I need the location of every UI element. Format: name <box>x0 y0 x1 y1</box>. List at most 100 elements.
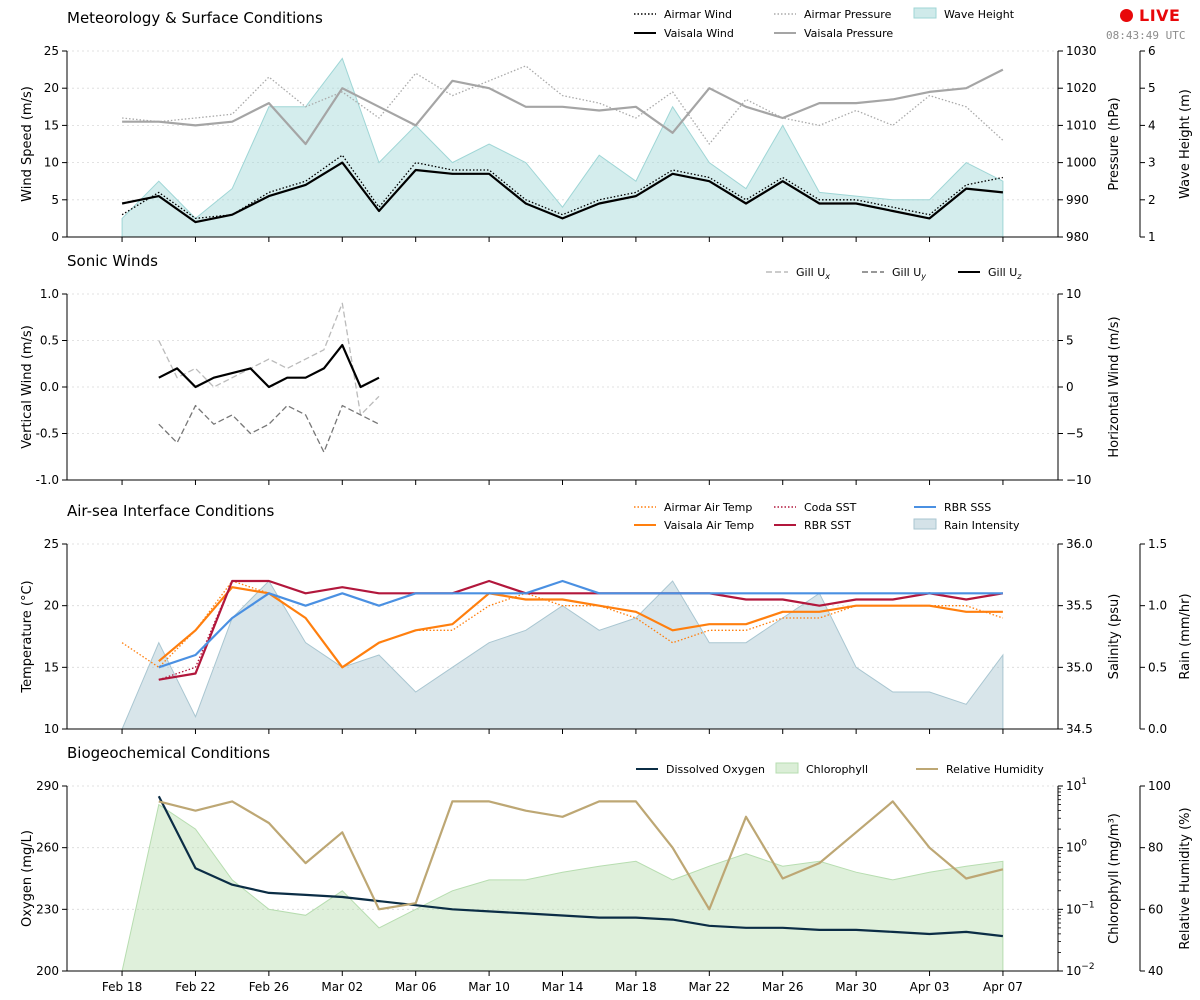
legend-entry-coda-sst: Coda SST <box>774 501 857 514</box>
y2-tick-label: 1010 <box>1066 118 1097 132</box>
utc-clock: 08:43:49 UTC <box>1106 29 1186 42</box>
legend-label: Gill Ux <box>796 266 830 281</box>
legend-label: Vaisala Air Temp <box>664 519 754 532</box>
y3-tick-label: 6 <box>1148 44 1156 58</box>
series-gill-u-x <box>158 302 380 416</box>
legend-swatch <box>913 7 937 19</box>
y2-tick-label: 35.5 <box>1066 599 1093 613</box>
legend-label: Chlorophyll <box>806 763 868 776</box>
panel-biogeochemical-conditions: Biogeochemical Conditions 200 230 260 290 Oxy… <box>20 744 1193 994</box>
y2-tick-label: 1000 <box>1066 156 1097 170</box>
series-vaisala-air-temp <box>158 586 1003 669</box>
x-tick-label: Mar 30 <box>835 980 877 994</box>
legend-label: Coda SST <box>804 501 857 514</box>
y2-axis-label: Salinity (psu) <box>1107 594 1122 680</box>
series-vaisala-wind <box>121 161 1004 224</box>
series-rbr-sst <box>158 579 1004 681</box>
panel-title: Sonic Winds <box>67 252 158 270</box>
y-tick-label: 25 <box>44 44 59 58</box>
y3-axis-label: Wave Height (m) <box>1178 89 1193 199</box>
y-axis-label: Temperature (°C) <box>20 580 35 693</box>
y2-tick-label: 101 <box>1066 777 1087 793</box>
x-tick-label: Mar 26 <box>762 980 804 994</box>
legend-label: Vaisala Wind <box>664 27 734 40</box>
y3-tick-label: 2 <box>1148 193 1156 207</box>
legend-entry-gill-u-y: Gill Uy <box>862 266 926 281</box>
y2-tick-label: 34.5 <box>1066 722 1093 736</box>
y-tick-label: 0.5 <box>40 334 59 348</box>
y3-tick-label: 3 <box>1148 156 1156 170</box>
y2-tick-label: −5 <box>1066 427 1084 441</box>
legend-label: Vaisala Pressure <box>804 27 893 40</box>
y-tick-label: 20 <box>44 81 59 95</box>
y2-tick-exponent: 0 <box>1081 839 1087 849</box>
x-tick-label: Mar 10 <box>468 980 510 994</box>
panel-air-sea-interface-conditions: Air-sea Interface Conditions 10 15 20 25 Temp… <box>20 501 1193 736</box>
x-tick-label: Mar 02 <box>321 980 363 994</box>
y2-tick-label: 0 <box>1066 380 1074 394</box>
y-tick-label: 0.0 <box>40 380 59 394</box>
live-label: LIVE <box>1139 5 1181 25</box>
panel-title: Air-sea Interface Conditions <box>67 502 275 520</box>
y2-tick-exponent: 1 <box>1081 777 1087 787</box>
legend-entry-airmar-pressure: Airmar Pressure <box>774 8 892 21</box>
y-tick-label: 10 <box>44 156 59 170</box>
y-tick-label: 1.0 <box>40 287 59 301</box>
x-tick-label: Mar 22 <box>688 980 730 994</box>
legend-entry-vaisala-pressure: Vaisala Pressure <box>774 27 893 40</box>
y2-tick-label: 10 <box>1066 287 1081 301</box>
legend-swatch <box>775 762 799 774</box>
legend-entry-rain-intensity: Rain Intensity <box>913 518 1020 532</box>
legend-label-subscript: z <box>1016 272 1022 281</box>
legend-label: Airmar Pressure <box>804 8 892 21</box>
y2-tick-label: 100 <box>1066 839 1087 855</box>
y2-axis-label: Pressure (hPa) <box>1107 97 1122 190</box>
x-tick-label: Feb 22 <box>175 980 215 994</box>
y3-tick-label: 1.0 <box>1148 599 1167 613</box>
y2-axis-label: Horizontal Wind (m/s) <box>1107 316 1122 457</box>
y3-tick-label: 5 <box>1148 81 1156 95</box>
y2-tick-label: 35.0 <box>1066 660 1093 674</box>
legend-label-subscript: x <box>824 272 830 281</box>
y-tick-label: 0 <box>51 230 59 244</box>
x-tick-label: Feb 18 <box>102 980 142 994</box>
legend-entry-gill-u-z: Gill Uz <box>958 266 1022 281</box>
panel-title: Meteorology & Surface Conditions <box>67 9 323 27</box>
panel-sonic-winds: Sonic Winds -1.0 -0.5 0.0 0.5 1.0 Vertical Win… <box>20 252 1122 487</box>
y-tick-label: 260 <box>36 841 59 855</box>
legend-entry-vaisala-wind: Vaisala Wind <box>634 27 734 40</box>
y-axis-label: Oxygen (mg/L) <box>20 830 35 927</box>
y-tick-label: 290 <box>36 779 59 793</box>
y2-tick-label: −10 <box>1066 473 1091 487</box>
y-axis-label: Vertical Wind (m/s) <box>20 325 35 449</box>
y2-tick-exponent: −2 <box>1081 962 1094 972</box>
y-tick-label: 15 <box>44 118 59 132</box>
legend-entry-relative-humidity: Relative Humidity <box>916 763 1044 776</box>
y2-tick-label: 1020 <box>1066 81 1097 95</box>
y3-tick-label: 60 <box>1148 902 1163 916</box>
series-rbr-sss <box>158 579 1003 669</box>
legend-label: RBR SSS <box>944 501 991 514</box>
x-tick-label: Apr 03 <box>910 980 950 994</box>
y3-tick-label: 80 <box>1148 841 1163 855</box>
y2-tick-label: 990 <box>1066 193 1089 207</box>
y3-axis-label: Relative Humidity (%) <box>1178 807 1193 949</box>
y-tick-label: 230 <box>36 902 59 916</box>
y3-tick-label: 1 <box>1148 230 1156 244</box>
legend-label: Gill Uy <box>892 266 926 281</box>
x-tick-label: Mar 06 <box>395 980 437 994</box>
y-axis-label: Wind Speed (m/s) <box>20 86 35 202</box>
y-tick-label: 15 <box>44 660 59 674</box>
series-vaisala-pressure <box>122 68 1004 146</box>
legend-label: Gill Uz <box>988 266 1022 281</box>
y-tick-label: 10 <box>44 722 59 736</box>
legend-entry-wave-height: Wave Height <box>913 7 1015 21</box>
x-tick-label: Feb 26 <box>249 980 289 994</box>
live-dot-icon <box>1120 8 1133 22</box>
series-relative-humidity <box>158 800 1004 911</box>
y2-tick-label: 1030 <box>1066 44 1097 58</box>
y2-tick-label: 10−1 <box>1066 900 1095 916</box>
y2-tick-label: 10−2 <box>1066 962 1095 978</box>
series-chlorophyll <box>121 803 1004 972</box>
